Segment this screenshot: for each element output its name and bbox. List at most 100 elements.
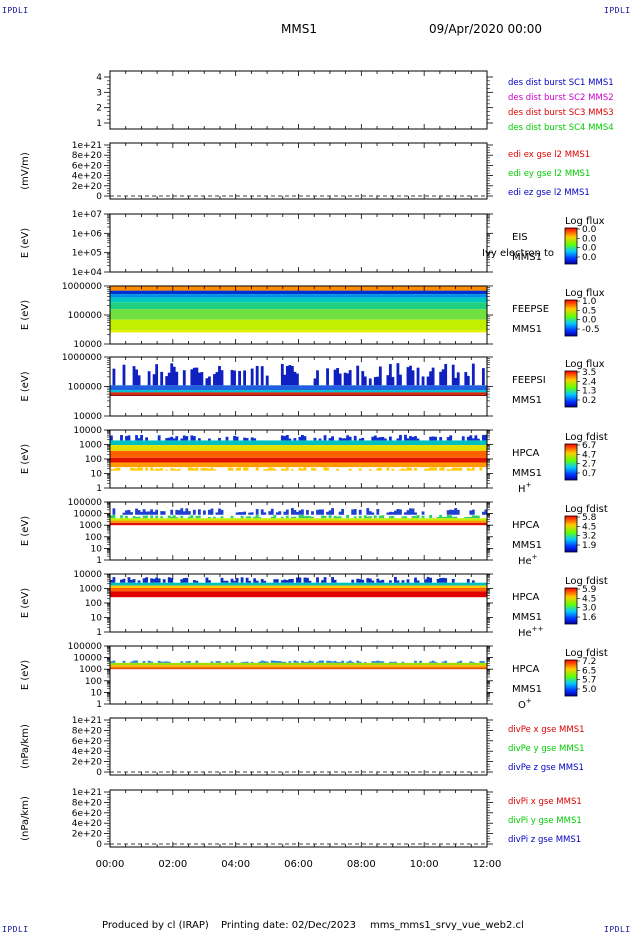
spectrogram-cell	[243, 437, 247, 441]
spectrogram-cell	[401, 516, 405, 519]
spectrogram-cell	[135, 369, 138, 386]
x-tick-label: 08:00	[347, 859, 376, 870]
species-charge: ++	[532, 625, 544, 633]
spectrogram-cell	[394, 576, 397, 583]
spectrogram-cell	[175, 371, 179, 386]
spectrogram-cell	[137, 375, 141, 386]
spectrogram-cell	[308, 516, 312, 519]
spectrogram-cell	[288, 578, 292, 583]
y-tick-label: 10000	[73, 570, 102, 580]
spectrogram-cell	[469, 516, 473, 519]
spectrogram-cell	[368, 578, 372, 583]
spectrogram-cell	[409, 365, 412, 386]
spectrogram-cell	[208, 468, 211, 471]
colorbar-value: 6.7	[582, 441, 596, 451]
y-tick-label: 1	[96, 119, 102, 129]
colorbar-value: 4.7	[582, 450, 596, 460]
spectrogram-cell	[363, 662, 367, 663]
colorbar-value: 0.5	[582, 306, 596, 316]
spectrogram-cell	[406, 438, 410, 441]
spectrogram-cell	[182, 578, 186, 583]
y-tick-label: 100	[85, 677, 102, 687]
y-tick-label: 1000	[79, 665, 102, 675]
spectrogram-cell	[225, 436, 229, 441]
spectrogram-cell	[185, 436, 189, 441]
spectrogram-cell	[187, 661, 191, 663]
instrument-label: HPCA	[512, 448, 540, 459]
spacecraft-label: MMS1	[512, 684, 542, 695]
spectrogram-cell	[157, 660, 161, 663]
y-tick-label: 2e+20	[72, 758, 103, 768]
spectrogram-cell	[303, 516, 307, 519]
spectrogram-cell	[170, 516, 174, 519]
spectrogram-cell	[142, 515, 146, 519]
spectrogram-cell	[318, 509, 322, 515]
spectrogram-cell	[283, 511, 287, 515]
spectrogram-cell	[378, 661, 382, 663]
spectrogram-cell	[323, 577, 327, 583]
spectrogram-cell	[295, 373, 299, 386]
spectrogram-cell	[145, 467, 148, 471]
spectrogram-cell	[454, 377, 458, 386]
spectrogram-cell	[238, 370, 241, 386]
colorbar-title: Log flux	[565, 216, 605, 227]
legend-entry: divPi x gse MMS1	[508, 797, 582, 807]
spectrogram-cell	[250, 512, 254, 515]
spectrogram-cell	[436, 578, 440, 583]
spectrogram-cell	[481, 368, 485, 386]
spectrogram-cell	[245, 516, 249, 519]
colorbar-title: Log fdist	[565, 504, 608, 515]
spectrogram-cell	[205, 468, 209, 471]
spectrogram-cell	[250, 437, 254, 441]
spectrogram-cell	[406, 367, 410, 386]
spectrogram-cell	[182, 435, 186, 441]
spectrogram-cell	[295, 511, 299, 515]
y-tick-label: 10	[91, 544, 103, 554]
spectrogram-cell	[301, 468, 304, 471]
spectrogram-cell	[471, 662, 475, 663]
spectrogram-cell	[245, 467, 249, 471]
spectrogram-cell	[406, 510, 410, 515]
legend-entry: edi ex gse l2 MMS1	[508, 150, 590, 160]
legend-entry: divPe x gse MMS1	[508, 725, 585, 735]
spectrogram-cell	[285, 467, 289, 471]
x-tick-label: 02:00	[158, 859, 187, 870]
legend-entry: des dist burst SC4 MMS4	[508, 123, 614, 133]
spectrogram-cell	[471, 580, 475, 583]
spectrogram-cell	[333, 660, 337, 663]
spectrogram-cell	[308, 580, 312, 583]
spectrogram-cell	[338, 437, 342, 441]
y-tick-label: 8e+20	[72, 798, 103, 808]
spectrogram-cell	[469, 469, 473, 471]
spectrogram-cell	[147, 660, 151, 663]
spectrogram-cell	[338, 373, 342, 386]
spectrogram-cell	[331, 436, 334, 441]
spectrogram-cell	[396, 580, 400, 583]
spectrogram-cell	[110, 469, 113, 471]
spectrogram-cell	[175, 436, 179, 441]
spectrogram-cell	[165, 376, 169, 386]
spectrogram-cell	[290, 469, 294, 471]
spectrogram-band	[110, 585, 487, 588]
spectrogram-cell	[399, 469, 402, 471]
spectrogram-cell	[177, 468, 181, 471]
spectrogram-cell	[110, 579, 113, 583]
y-tick-label: 10	[91, 688, 103, 698]
spectrogram-band	[110, 591, 487, 598]
spectrogram-cell	[280, 468, 284, 471]
spectrogram-cell	[248, 580, 252, 583]
spectrogram-cell	[429, 577, 433, 583]
spectrogram-cell	[301, 434, 304, 441]
spectrogram-cell	[162, 511, 166, 515]
y-tick-label: 1000	[79, 521, 102, 531]
spectrogram-cell	[295, 661, 299, 663]
spectrogram-cell	[376, 578, 380, 583]
spectrogram-cell	[371, 661, 375, 663]
spectrogram-cell	[368, 469, 372, 471]
spectrogram-cell	[376, 660, 380, 663]
spectrogram-cell	[215, 661, 219, 663]
spectrogram-cell	[225, 580, 229, 583]
spectrogram-cell	[285, 515, 289, 519]
spectrogram-band	[110, 290, 487, 295]
